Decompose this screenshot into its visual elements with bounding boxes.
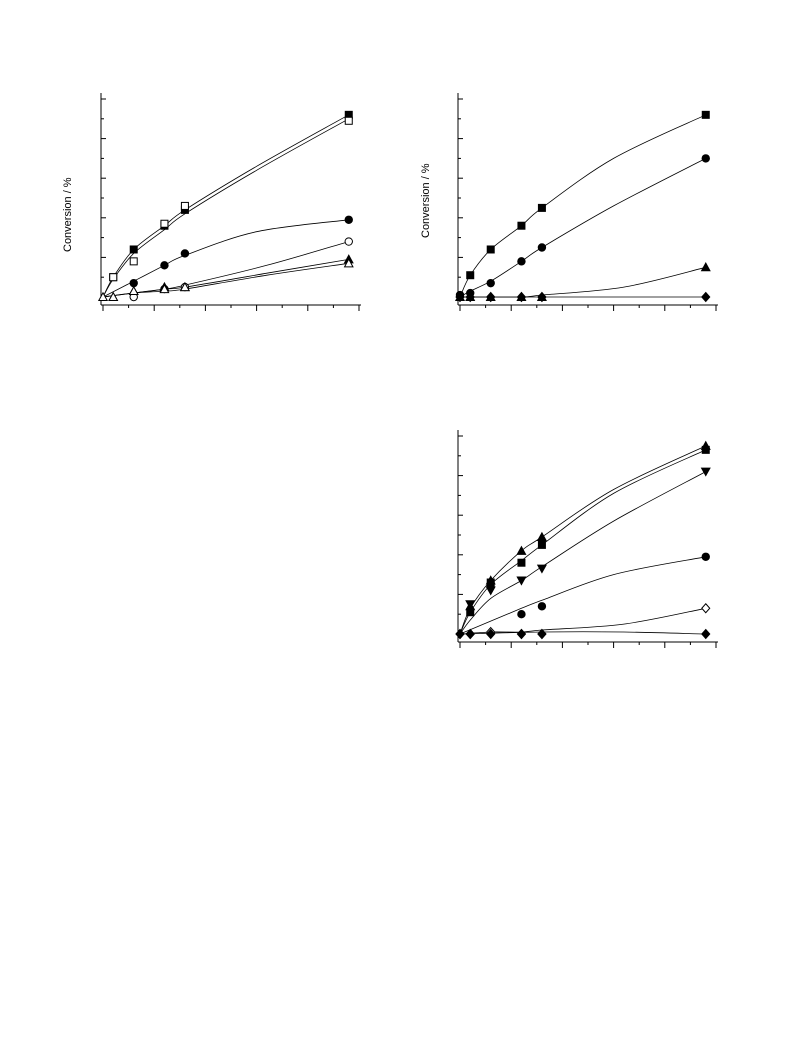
data-point-triangle-open [108,291,119,301]
data-point-triangle-filled [700,262,711,272]
fit-curve-square-open [102,118,349,298]
data-point-square-filled [129,245,138,254]
data-point-diamond-filled [537,291,547,303]
data-point-circle-filled [129,278,138,288]
data-point-circle-open [344,237,353,246]
data-point-triangle-filled [536,531,547,541]
data-point-circle-filled [517,610,526,619]
data-point-square-filled [517,221,526,230]
data-point-square-filled [537,540,546,549]
data-point-triangle-down-filled [465,600,476,610]
data-point-diamond-filled [516,291,527,303]
data-point-circle-filled [344,215,353,224]
data-point-square-open [109,273,118,282]
data-point-triangle-down-filled [516,576,527,586]
fit-curve-circle-open [102,241,349,298]
data-point-triangle-open [128,285,139,296]
fit-curve-square-filled [459,449,706,635]
data-point-square-filled [466,608,475,617]
data-point-triangle-open [343,258,354,268]
data-point-square-filled [486,578,495,587]
data-point-circle-filled [701,552,710,561]
data-point-circle-filled [517,257,526,266]
data-point-diamond-filled [486,291,496,303]
fit-curve-square-filled [102,114,349,298]
data-point-square-filled [701,445,710,454]
fit-curve-circle-filled [459,158,706,298]
data-point-diamond-filled [455,628,465,640]
data-point-triangle-filled [516,545,527,555]
data-point-circle-filled [537,602,547,611]
data-point-triangle-down-filled [485,586,496,596]
data-point-diamond-filled [701,628,711,640]
data-point-square-filled [537,203,546,212]
data-point-square-filled [701,110,710,119]
fit-curve-diamond-open [459,607,706,635]
data-point-diamond-filled [465,291,475,303]
fit-curve-circle-filled [459,556,706,635]
chart-3 [455,430,718,648]
fit-curve-square-filled [459,114,706,298]
data-point-diamond-filled [486,628,496,640]
data-point-diamond-filled [516,628,527,640]
data-point-triangle-down-filled [700,467,711,477]
data-point-triangle-open [159,283,170,294]
data-point-square-filled [466,271,475,280]
data-point-triangle-down-filled [536,564,547,574]
data-point-triangle-open [179,281,190,292]
data-point-square-open [129,257,138,266]
data-point-square-filled [517,558,526,567]
data-point-square-filled [486,245,495,254]
fit-curve-triangle-filled [459,266,706,298]
chart-2 [454,93,718,311]
fit-curve-diamond-filled [459,631,706,635]
data-point-square-open [344,116,353,125]
data-point-diamond-filled [465,628,475,640]
data-point-square-open [180,201,189,210]
fit-curve-triangle-down-filled [459,471,706,635]
data-point-diamond-filled [701,291,711,303]
data-point-diamond-filled [455,291,465,303]
chart-1 [97,93,361,311]
data-point-circle-filled [537,243,547,252]
data-point-square-open [160,219,169,228]
fit-curve-circle-filled [102,219,349,298]
data-point-circle-filled [180,249,190,258]
data-point-circle-filled [160,261,169,270]
data-point-circle-filled [701,154,710,163]
data-point-circle-filled [486,278,495,288]
data-point-diamond-filled [537,628,547,640]
data-point-diamond-open [701,603,711,614]
data-point-triangle-open [97,291,109,301]
